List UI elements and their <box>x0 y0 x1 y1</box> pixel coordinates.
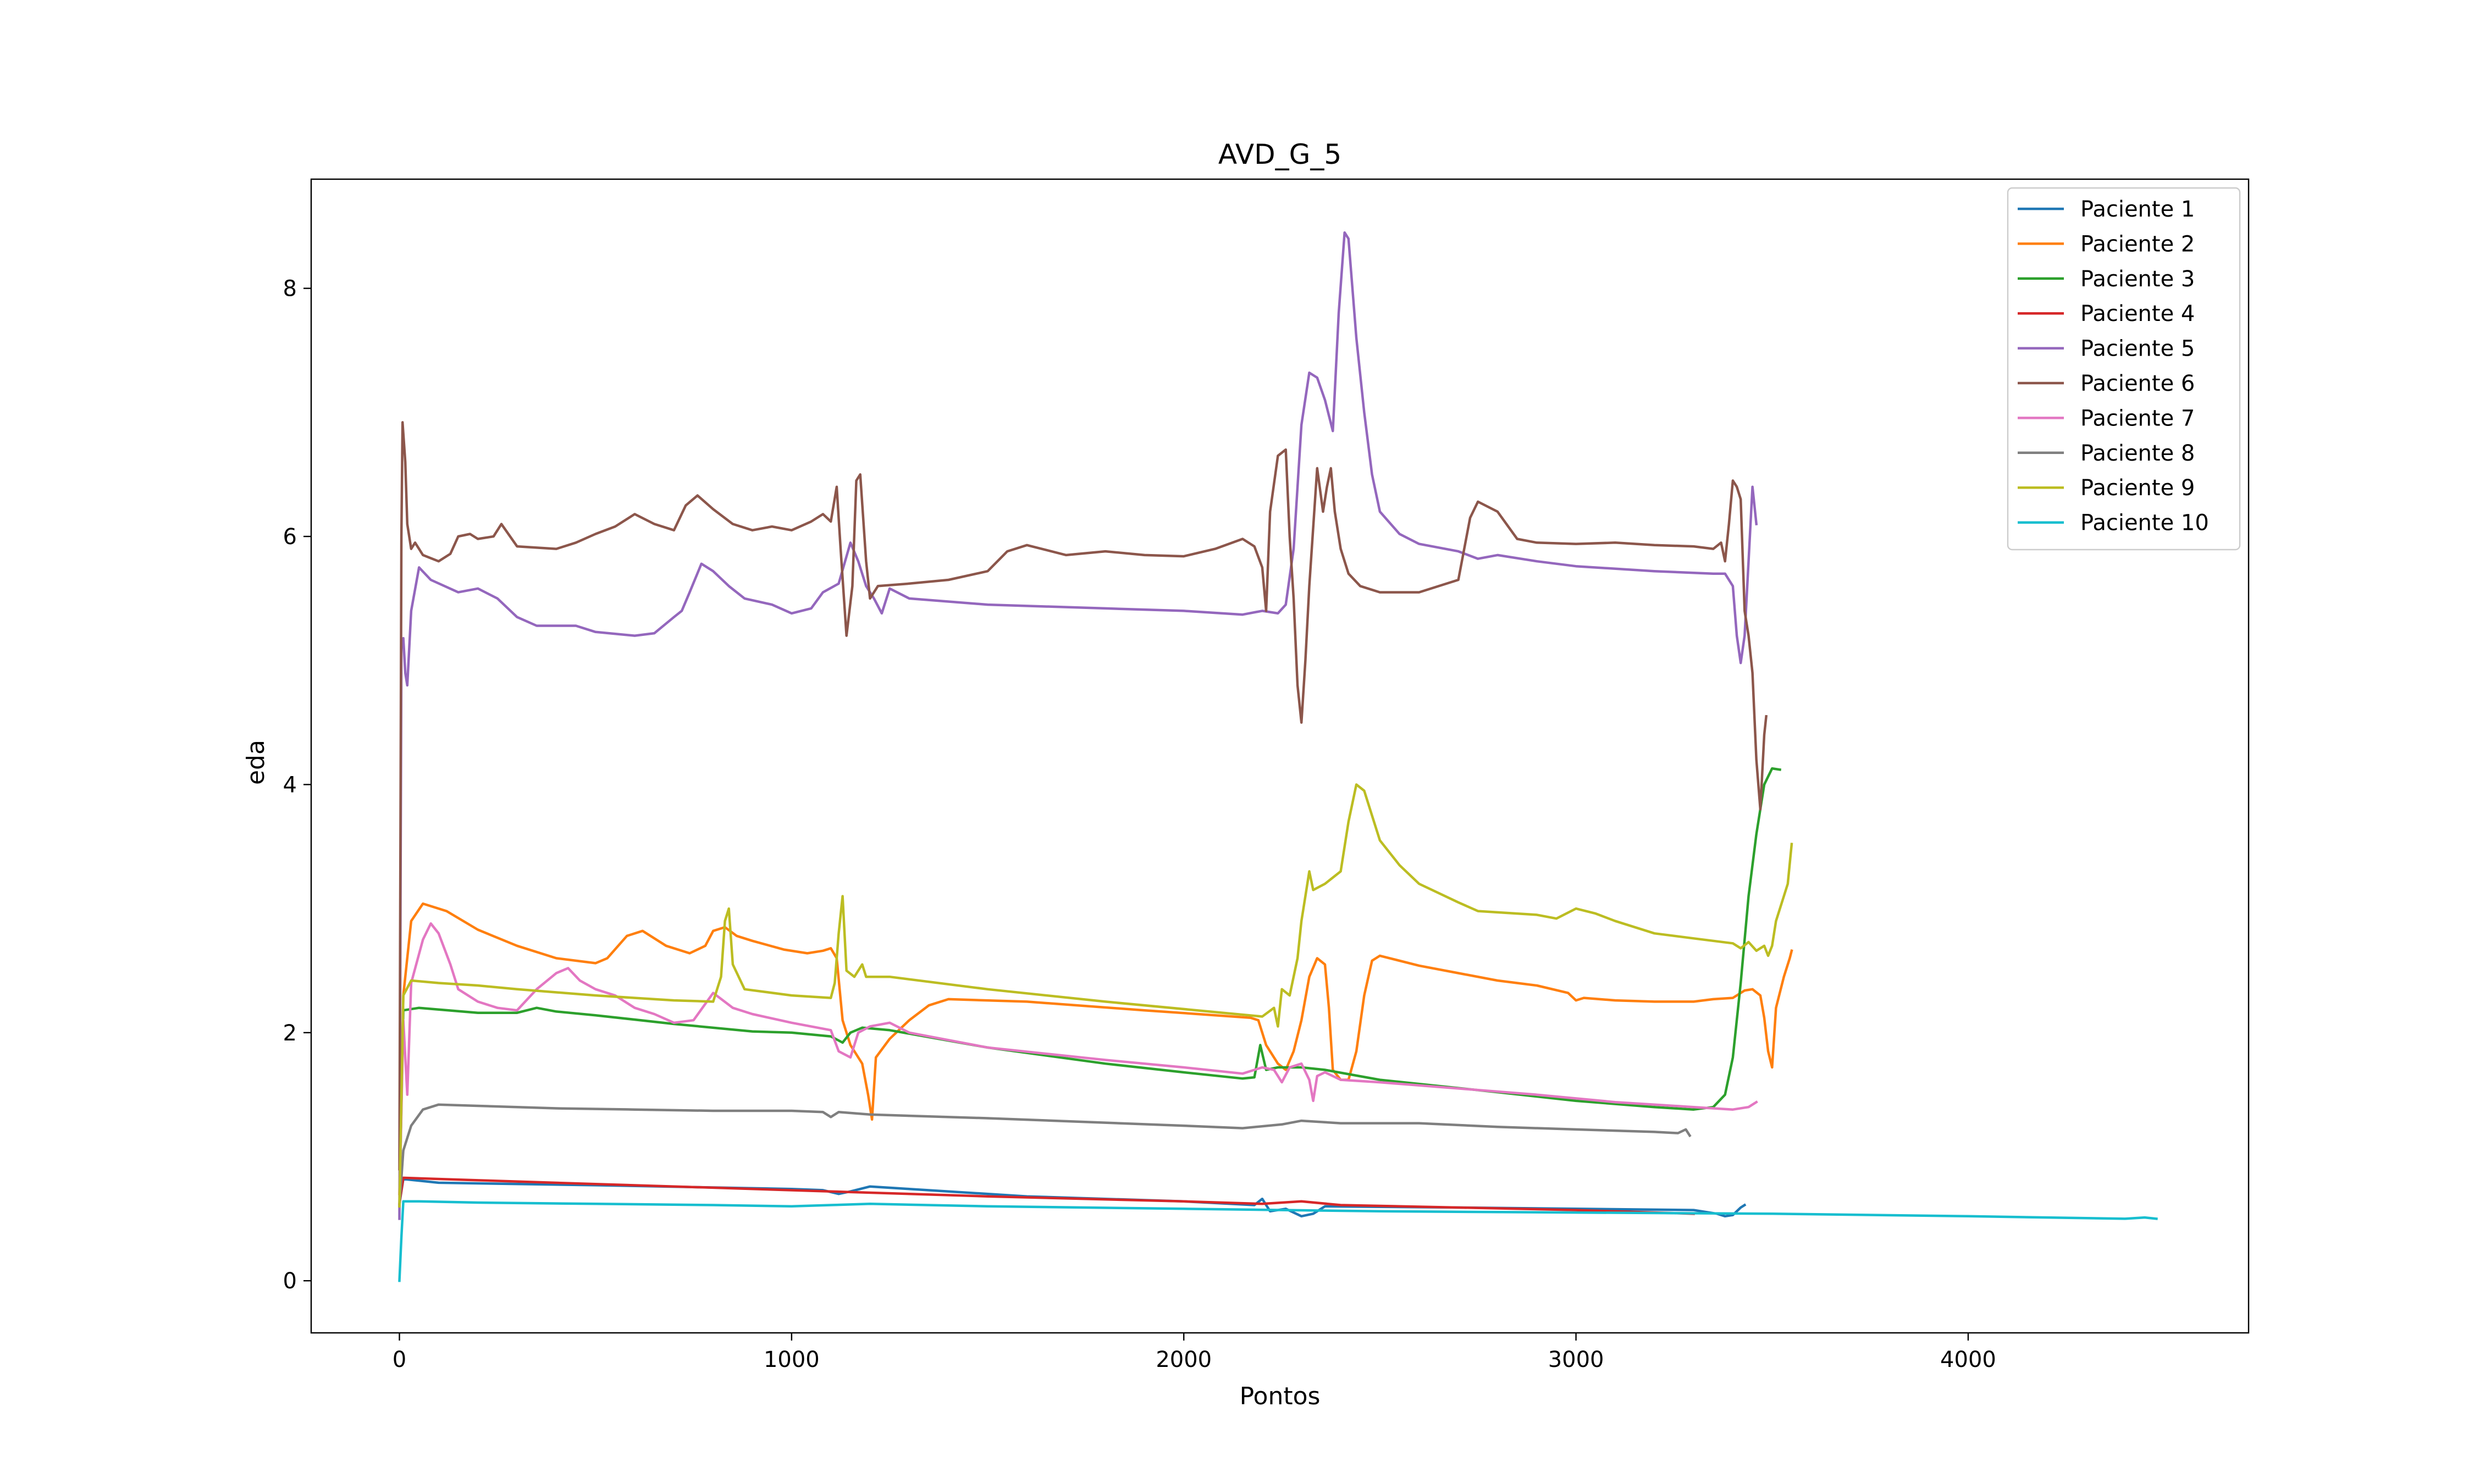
series-line-2 <box>398 902 1793 1195</box>
series-line-9 <box>398 783 1793 1208</box>
x-tick-label: 0 <box>393 1347 406 1372</box>
legend-box <box>2007 187 2241 551</box>
chart-title: AVD_G_5 <box>1218 139 1341 170</box>
legend-label-6: Paciente 6 <box>2080 371 2195 396</box>
legend-label-7: Paciente 7 <box>2080 406 2195 431</box>
legend-label-4: Paciente 4 <box>2080 301 2195 326</box>
series-line-8 <box>398 1103 1692 1208</box>
series-line-5 <box>398 231 1758 1220</box>
y-tick-label: 2 <box>283 1021 297 1046</box>
series-line-10 <box>398 1200 2158 1282</box>
y-tick-label: 8 <box>283 276 297 302</box>
legend-label-8: Paciente 8 <box>2080 441 2195 466</box>
y-axis-label: eda <box>242 740 270 785</box>
series-line-7 <box>398 922 1758 1208</box>
x-tick-label: 2000 <box>1156 1347 1212 1372</box>
series-line-4 <box>397 1176 1695 1215</box>
legend-label-5: Paciente 5 <box>2080 336 2195 362</box>
y-tick-label: 0 <box>283 1269 297 1294</box>
plot-area <box>397 231 2158 1282</box>
legend-label-10: Paciente 10 <box>2080 511 2209 536</box>
legend-label-2: Paciente 2 <box>2080 231 2195 257</box>
x-tick-label: 4000 <box>1940 1347 1996 1372</box>
x-axis-label: Pontos <box>1240 1382 1321 1410</box>
x-tick-label: 1000 <box>764 1347 820 1372</box>
x-tick-label: 3000 <box>1548 1347 1604 1372</box>
y-tick-label: 6 <box>283 524 297 550</box>
legend-label-3: Paciente 3 <box>2080 267 2195 292</box>
legend-label-9: Paciente 9 <box>2080 475 2195 501</box>
series-line-3 <box>398 767 1782 1208</box>
series-line-6 <box>398 421 1768 1171</box>
legend: Paciente 1 Paciente 2 Paciente 3 Paciente 4… <box>2007 187 2241 551</box>
plot-frame <box>310 178 2250 1334</box>
y-tick-label: 4 <box>283 772 297 798</box>
axes: 0 1000 2000 3000 4000 0 2 4 6 8 <box>283 178 2250 1372</box>
legend-label-1: Paciente 1 <box>2080 197 2195 222</box>
